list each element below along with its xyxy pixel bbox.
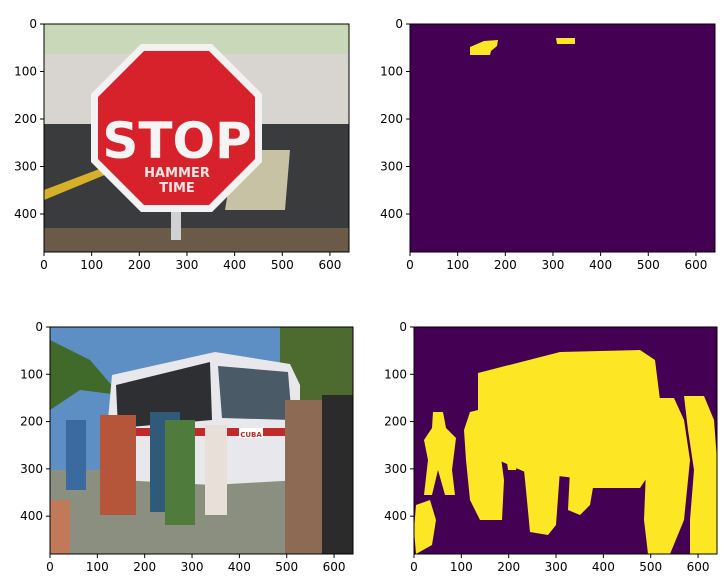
mask-region-person [566, 410, 596, 515]
graffiti-hammer: HAMMER [144, 166, 210, 181]
bus-sign-text: CUBA [240, 431, 262, 439]
x-tick-label: 400 [223, 258, 246, 272]
x-tick-label: 600 [687, 560, 710, 574]
mask-background [410, 24, 715, 252]
x-tick-label: 100 [80, 258, 103, 272]
bus-windows [116, 362, 212, 428]
panel-bus-photo: CUBA [49, 326, 354, 555]
x-tick-label: 200 [133, 560, 156, 574]
mask-region-left [470, 40, 498, 55]
axes-frame-2 [49, 326, 354, 555]
person [285, 400, 325, 554]
x-tick-label: 400 [228, 560, 251, 574]
axes-frame-1 [409, 23, 716, 253]
panel-bus-mask [413, 326, 718, 555]
y-tick-label: 100 [384, 367, 407, 381]
y-tick-label: 300 [380, 160, 403, 174]
bus-sign-plate [239, 428, 263, 438]
x-tick-label: 400 [589, 258, 612, 272]
y-tick-label: 0 [399, 320, 407, 334]
leaf-debris [44, 228, 349, 252]
y-tick-label: 0 [35, 320, 43, 334]
x-tick-label: 600 [684, 258, 707, 272]
x-tick-label: 0 [410, 560, 418, 574]
stop-sign-text: STOP [102, 112, 251, 170]
y-tick-label: 200 [384, 415, 407, 429]
stop-sign-post [171, 200, 181, 240]
x-tick-label: 500 [637, 258, 660, 272]
x-tick-label: 100 [450, 560, 473, 574]
x-tick-label: 200 [494, 258, 517, 272]
y-tick-label: 400 [20, 509, 43, 523]
y-tick-label: 300 [20, 462, 43, 476]
mask-region-person [464, 408, 504, 520]
y-tick-label: 400 [14, 207, 37, 221]
mask-region-person [684, 396, 717, 554]
curb-yellow-stripe [44, 165, 112, 200]
mask-region-right [556, 38, 575, 44]
stop-sign-face [98, 51, 255, 205]
y-tick-label: 200 [14, 112, 37, 126]
palm-fronds [50, 340, 120, 410]
person [66, 420, 86, 490]
panel-stop-sign-photo: STOP HAMMER TIME [43, 23, 350, 253]
bus-stripe [108, 428, 300, 436]
y-tick-label: 300 [14, 160, 37, 174]
y-tick-label: 400 [384, 509, 407, 523]
y-tick-label: 100 [14, 65, 37, 79]
x-tick-label: 0 [46, 560, 54, 574]
x-tick-label: 100 [446, 258, 469, 272]
x-tick-label: 500 [639, 560, 662, 574]
person [165, 420, 195, 525]
axes-frame-0 [43, 23, 350, 253]
person [50, 500, 70, 554]
axis-ticks: 0 100 200 300 400 500 600 0 100 200 300 400 0 100 200 3… [14, 17, 709, 574]
panel-stop-sign-mask [409, 23, 716, 253]
x-tick-label: 600 [323, 560, 346, 574]
x-tick-label: 500 [275, 560, 298, 574]
y-tick-label: 0 [29, 17, 37, 31]
x-tick-label: 600 [318, 258, 341, 272]
person [100, 415, 136, 515]
y-tick-label: 400 [380, 207, 403, 221]
y-tick-label: 200 [380, 112, 403, 126]
graffiti-time: TIME [159, 181, 195, 196]
axes-frame-3 [413, 326, 718, 555]
mask-region-person [414, 500, 436, 554]
mask-region-person [424, 412, 456, 495]
x-tick-label: 100 [86, 560, 109, 574]
x-tick-label: 300 [181, 560, 204, 574]
x-tick-label: 0 [406, 258, 414, 272]
x-tick-label: 400 [592, 560, 615, 574]
x-tick-label: 200 [497, 560, 520, 574]
x-tick-label: 300 [542, 258, 565, 272]
y-tick-label: 100 [20, 367, 43, 381]
x-tick-label: 300 [176, 258, 199, 272]
bus-windshield [218, 366, 292, 420]
person [322, 395, 353, 554]
x-tick-label: 200 [128, 258, 151, 272]
mask-region-person [522, 408, 560, 535]
x-tick-label: 300 [545, 560, 568, 574]
x-tick-label: 500 [271, 258, 294, 272]
mask-region-person [644, 398, 690, 554]
y-tick-label: 200 [20, 415, 43, 429]
mask-region-person [504, 415, 522, 470]
y-tick-label: 100 [380, 65, 403, 79]
y-tick-label: 300 [384, 462, 407, 476]
y-tick-label: 0 [395, 17, 403, 31]
person [205, 425, 227, 515]
x-tick-label: 0 [40, 258, 48, 272]
